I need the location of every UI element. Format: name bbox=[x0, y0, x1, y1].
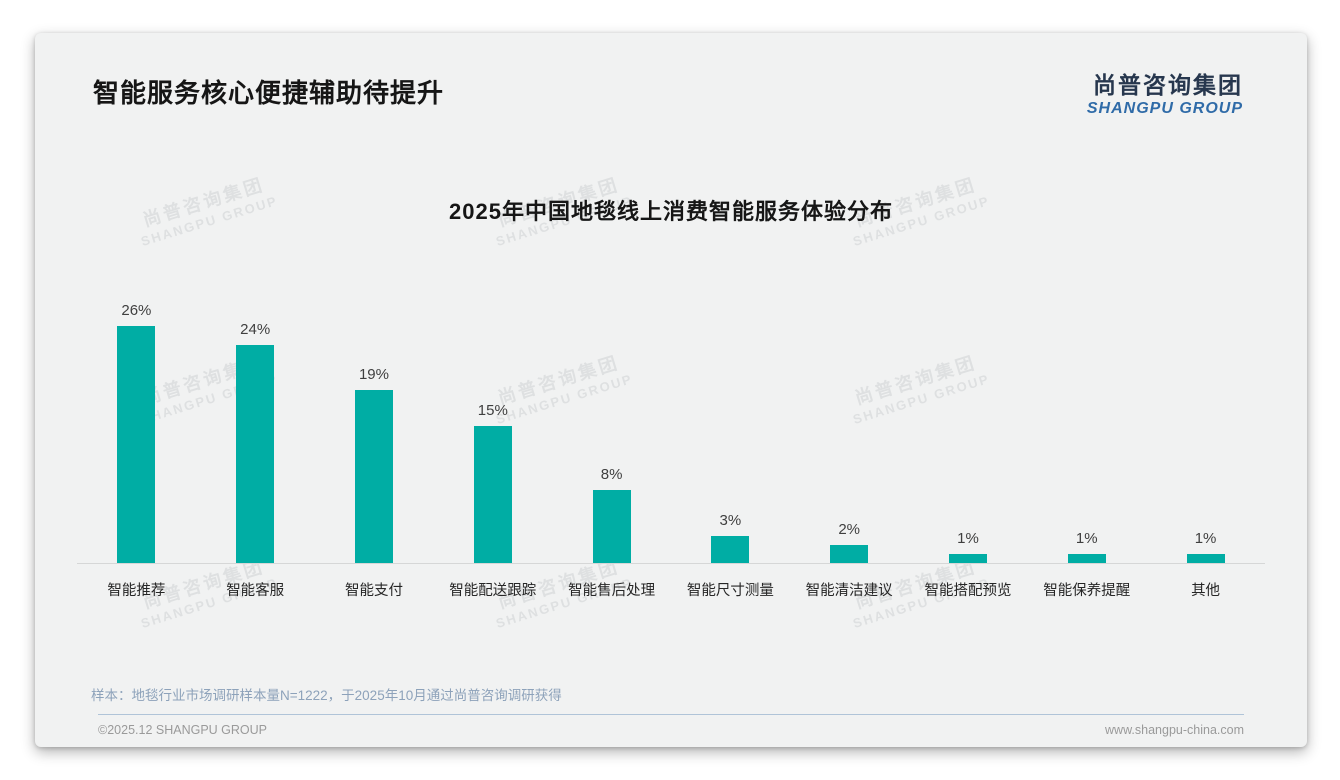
bar-value-label: 3% bbox=[719, 511, 742, 529]
page-title: 智能服务核心便捷辅助待提升 bbox=[93, 78, 445, 108]
bar-category-label: 智能搭配预览 bbox=[924, 582, 1012, 599]
bar-category-label: 智能尺寸测量 bbox=[686, 582, 774, 599]
bar-category-label: 智能推荐 bbox=[107, 582, 166, 599]
bar-value-label: 8% bbox=[600, 465, 623, 483]
bar bbox=[117, 325, 156, 563]
bar-column: 24% bbox=[196, 321, 315, 563]
bar bbox=[830, 544, 869, 563]
bar-value-label: 19% bbox=[358, 365, 389, 383]
bar-column: 1% bbox=[1146, 530, 1265, 563]
slide-card: 尚普咨询集团 SHANGPU GROUP 尚普咨询集团 SHANGPU GROUP 尚普… bbox=[35, 33, 1307, 747]
bar-value-label: 24% bbox=[240, 320, 271, 338]
copyright-text: ©2025.12 SHANGPU GROUP bbox=[98, 722, 267, 737]
bar-column: 26% bbox=[77, 302, 196, 563]
bar-category-label: 智能保养提醒 bbox=[1043, 582, 1131, 599]
bar-chart: 26% 24% 19% 15% 8% 3% 2% 1% 1% 1% 智能推荐 智能客服 智能支付 智能配… bbox=[77, 272, 1265, 600]
bar-column: 15% bbox=[433, 402, 552, 563]
logo-en-text: SHANGPU GROUP bbox=[1086, 100, 1243, 118]
bar-category-label: 智能清洁建议 bbox=[805, 582, 893, 599]
bar bbox=[948, 553, 987, 563]
bar-column: 1% bbox=[909, 530, 1028, 563]
bar bbox=[1186, 553, 1225, 563]
bar-category-label: 智能售后处理 bbox=[568, 582, 656, 599]
bar-column: 1% bbox=[1027, 530, 1146, 563]
company-logo: 尚普咨询集团 SHANGPU GROUP bbox=[1086, 72, 1243, 118]
bar bbox=[592, 489, 631, 563]
bar-value-label: 1% bbox=[957, 529, 979, 547]
bar bbox=[354, 389, 393, 563]
bar bbox=[473, 425, 512, 563]
sample-footnote: 样本：地毯行业市场调研样本量N=1222，于2025年10月通过尚普咨询调研获得 bbox=[91, 687, 562, 703]
logo-cn-text: 尚普咨询集团 bbox=[1093, 72, 1243, 98]
slide-footer: ©2025.12 SHANGPU GROUP www.shangpu-china… bbox=[98, 713, 1244, 737]
bar-value-label: 1% bbox=[1075, 529, 1098, 547]
bar-category-label: 其他 bbox=[1191, 582, 1221, 599]
bar-value-label: 1% bbox=[1194, 529, 1217, 547]
category-axis: 智能推荐 智能客服 智能支付 智能配送跟踪 智能售后处理 智能尺寸测量 智能清洁建议 智能搭配… bbox=[77, 579, 1265, 600]
bar-category-label: 智能客服 bbox=[226, 582, 285, 599]
bar-value-label: 2% bbox=[838, 520, 861, 538]
bar-column: 2% bbox=[790, 521, 909, 563]
bar-column: 8% bbox=[552, 466, 671, 563]
bar-column: 3% bbox=[671, 512, 790, 563]
bar bbox=[711, 535, 750, 563]
bar bbox=[236, 344, 275, 563]
bar-column: 19% bbox=[315, 366, 434, 563]
bar-category-label: 智能配送跟踪 bbox=[449, 582, 537, 599]
bar-value-label: 26% bbox=[121, 301, 152, 319]
bar-plot: 26% 24% 19% 15% 8% 3% 2% 1% 1% 1% bbox=[77, 272, 1265, 564]
chart-title: 2025年中国地毯线上消费智能服务体验分布 bbox=[449, 198, 893, 224]
bar-category-label: 智能支付 bbox=[344, 582, 403, 599]
slide-header: 智能服务核心便捷辅助待提升 尚普咨询集团 SHANGPU GROUP bbox=[35, 33, 1307, 118]
website-text: www.shangpu-china.com bbox=[1105, 722, 1244, 737]
bar bbox=[1067, 553, 1106, 563]
bar-value-label: 15% bbox=[477, 401, 508, 419]
